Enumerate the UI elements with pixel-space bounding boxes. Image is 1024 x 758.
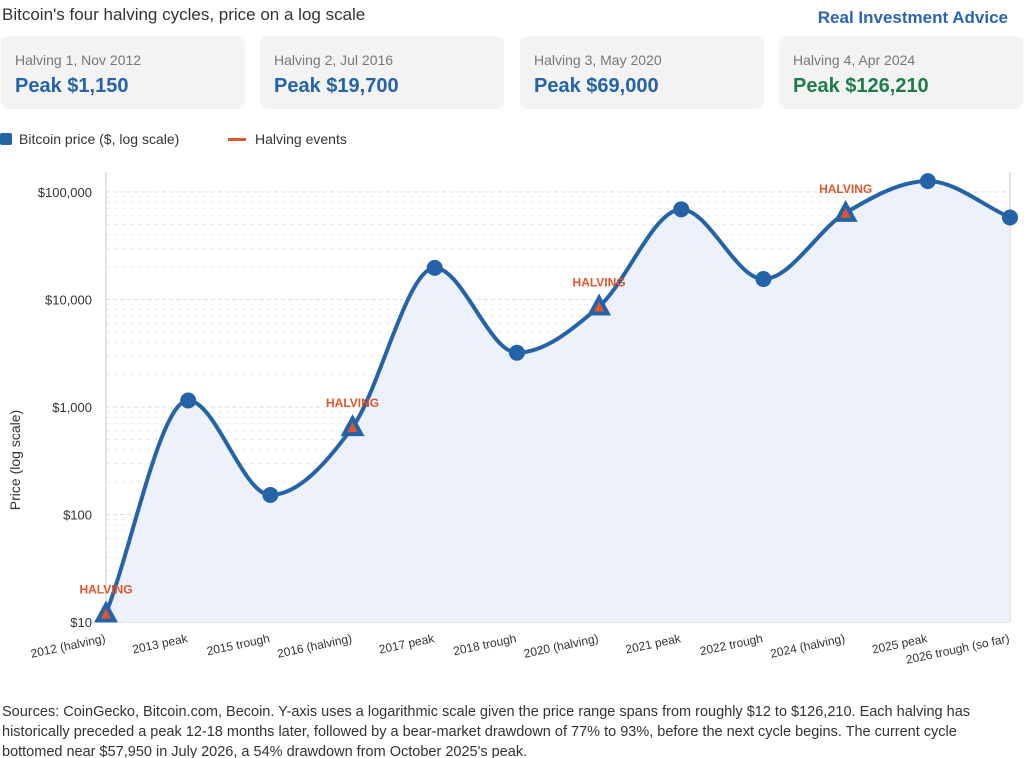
y-axis-label: Price (log scale) — [7, 410, 23, 510]
halving-marker-inner — [101, 608, 111, 619]
y-tick-label: $1,000 — [52, 400, 92, 415]
halving-card-label: Halving 3, May 2020 — [534, 52, 662, 68]
halving-card-3: Halving 3, May 2020 Peak $69,000 — [520, 36, 764, 109]
x-tick-label: 2024 (halving) — [769, 631, 846, 661]
halving-marker-inner — [840, 207, 851, 218]
halving-card-value: Peak $19,700 — [274, 75, 399, 97]
legend-item-halving[interactable]: Halving events — [228, 131, 347, 147]
x-tick-label: 2013 peak — [131, 631, 190, 657]
brand-name: Real Investment Advice — [817, 8, 1008, 27]
halving-card-value: Peak $1,150 — [15, 75, 129, 97]
y-tick-label: $10 — [70, 615, 92, 630]
price-point — [919, 173, 936, 190]
price-area — [106, 181, 1010, 622]
halving-card-label: Halving 1, Nov 2012 — [15, 52, 142, 68]
x-tick-label: 2017 peak — [378, 631, 437, 657]
halving-card-value: Peak $69,000 — [534, 75, 659, 97]
price-point — [426, 259, 443, 276]
halving-marker-inner — [594, 301, 605, 312]
halving-card-label: Halving 4, Apr 2024 — [793, 52, 916, 68]
y-tick-label: $100 — [63, 508, 92, 523]
y-tick-label: $100,000 — [38, 185, 92, 200]
price-point — [1002, 209, 1018, 226]
price-point — [508, 344, 525, 361]
x-tick-label: 2012 (halving) — [29, 631, 106, 661]
price-point — [262, 486, 279, 503]
halving-card-1: Halving 1, Nov 2012 Peak $1,150 — [1, 36, 245, 109]
price-point — [755, 271, 772, 288]
halving-card-4: Halving 4, Apr 2024 Peak $126,210 — [779, 36, 1023, 109]
legend-label-price: Bitcoin price ($, log scale) — [19, 131, 180, 147]
x-tick-label: 2016 (halving) — [276, 631, 353, 661]
legend-label-halving: Halving events — [255, 131, 347, 147]
price-point — [180, 392, 197, 409]
x-tick-label: 2018 trough — [452, 631, 518, 658]
halving-label: HALVING — [819, 182, 872, 196]
x-tick-label: 2020 (halving) — [522, 631, 599, 661]
halving-label: HALVING — [573, 276, 626, 290]
price-point — [673, 201, 690, 218]
halving-marker-inner — [347, 422, 358, 433]
x-tick-label: 2015 trough — [205, 631, 271, 658]
x-tick-label: 2021 peak — [624, 631, 683, 657]
chart-title: Bitcoin's four halving cycles, price on … — [2, 5, 366, 24]
halving-label: HALVING — [79, 582, 132, 596]
y-tick-label: $10,000 — [45, 293, 92, 308]
x-tick-label: 2022 trough — [699, 631, 765, 658]
halving-label: HALVING — [326, 396, 379, 410]
halving-card-value: Peak $126,210 — [793, 75, 929, 97]
price-chart: $10 $100 $1,000 $10,000 $100,000 2012 (halvin… — [7, 172, 1018, 667]
sources-note: Sources: CoinGecko, Bitcoin.com, Becoin.… — [2, 704, 971, 758]
halving-swatch — [228, 137, 246, 141]
legend-item-price[interactable]: Bitcoin price ($, log scale) — [0, 131, 179, 147]
halving-card-2: Halving 2, Jul 2016 Peak $19,700 — [260, 36, 504, 109]
price-swatch — [0, 133, 12, 145]
halving-card-label: Halving 2, Jul 2016 — [274, 52, 394, 68]
